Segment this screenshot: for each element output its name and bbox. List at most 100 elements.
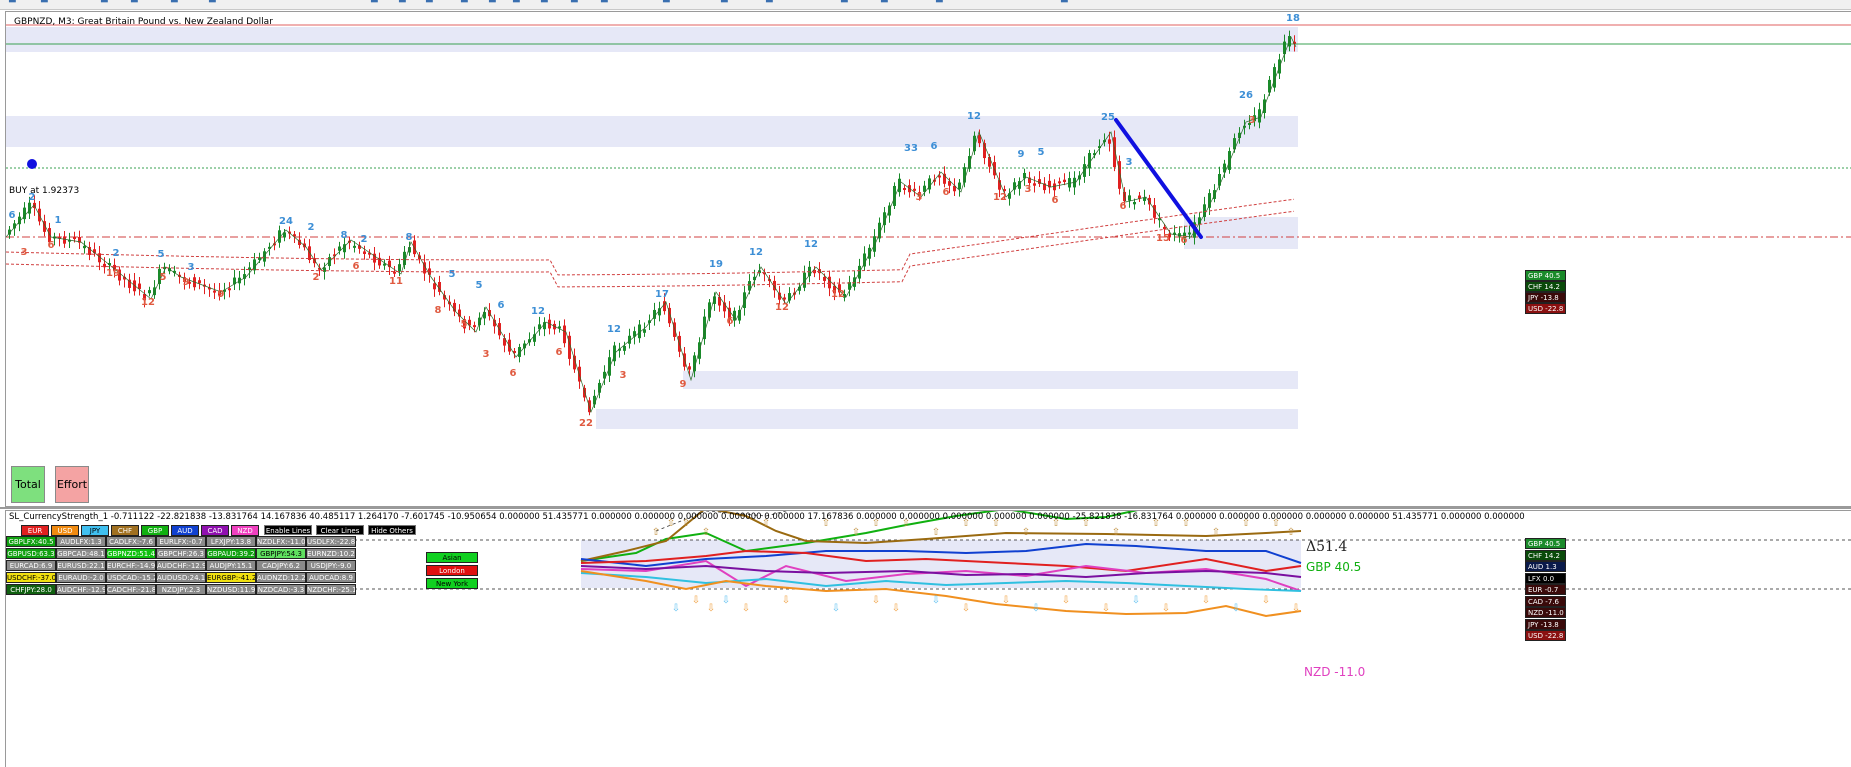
candle-body xyxy=(543,322,546,330)
pair-strength-cell[interactable]: AUDCHF:-12.9 xyxy=(156,560,206,571)
pair-strength-cell[interactable]: USDCAD:-15.2 xyxy=(106,572,156,583)
pair-strength-cell[interactable]: EURCHF:-14.9 xyxy=(106,560,156,571)
pair-strength-cell[interactable]: AUDCAD:8.9 xyxy=(306,572,356,583)
pair-strength-cell[interactable]: USDCHF:-37.0 xyxy=(6,572,56,583)
pair-strength-cell[interactable]: GBPCAD:48.1 xyxy=(56,548,106,559)
bear-candle xyxy=(688,362,691,376)
pair-strength-cell[interactable]: GBPAUD:39.2 xyxy=(206,548,256,559)
toolbar-icon[interactable]: ▬ xyxy=(8,0,17,6)
bear-candle xyxy=(363,245,366,260)
bull-candle xyxy=(973,131,976,155)
session-new-york-button[interactable]: New York xyxy=(426,578,478,589)
currency-strength-panel[interactable]: ⇧ ⇧ ⇧ ⇧ ⇧ ⇧ ⇧ ⇧ ⇧ ⇧ ⇧ ⇧ ⇧ ⇧ ⇧ ⇧ ⇧ ⇧ ⇧ ⇧ ⇧ ⇧ ⇩ ⇩ ⇩ ⇩ ⇩ ⇩ ⇩ ⇩ ⇩ ⇩ ⇩ ⇩ ⇩ ⇩ ⇩ ⇩ ⇩ ⇩… xyxy=(5,510,1851,767)
bear-candle xyxy=(318,263,321,276)
toolbar-icon[interactable]: ▬ xyxy=(540,0,549,6)
pair-strength-cell[interactable]: NZDCHF:-25.1 xyxy=(306,584,356,595)
main-price-chart[interactable]: 6 2 1 2 5 3 24 2 8 2 8 5 5 6 12 12 17 19 12 12 33 6 12 9 5 25 3 26 3… xyxy=(5,11,1851,507)
wave-label-up: 12 xyxy=(749,247,763,258)
pair-strength-cell[interactable]: CHFJPY:28.0 xyxy=(6,584,56,595)
pair-strength-cell[interactable]: EURLFX:-0.7 xyxy=(156,536,206,547)
bear-candle xyxy=(513,347,516,359)
session-asian-button[interactable]: Asian xyxy=(426,552,478,563)
candle-body xyxy=(1128,195,1131,201)
currency-toggle-nzd[interactable]: NZD xyxy=(231,525,259,536)
enable-lines-button[interactable]: Enable Lines xyxy=(264,525,312,535)
pair-strength-cell[interactable]: AUDJPY:15.1 xyxy=(206,560,256,571)
toolbar-icon[interactable]: ▬ xyxy=(600,0,609,6)
toolbar-icon[interactable]: ▬ xyxy=(425,0,434,6)
down-arrow-icon: ⇩ xyxy=(832,603,840,614)
toolbar-icon[interactable]: ▬ xyxy=(398,0,407,6)
pair-strength-cell[interactable]: LFXJPY:13.8 xyxy=(206,536,256,547)
pair-strength-cell[interactable]: GBPCHF:26.3 xyxy=(156,548,206,559)
currency-toggle-jpy[interactable]: JPY xyxy=(81,525,109,536)
pair-strength-cell[interactable]: NZDUSD:11.9 xyxy=(206,584,256,595)
currency-toggle-aud[interactable]: AUD xyxy=(171,525,199,536)
pair-strength-cell[interactable]: EURNZD:10.2 xyxy=(306,548,356,559)
currency-toggle-eur[interactable]: EUR xyxy=(21,525,49,536)
toolbar-icon[interactable]: ▬ xyxy=(720,0,729,6)
down-arrow-icon: ⇩ xyxy=(707,603,715,614)
toolbar-icon[interactable]: ▬ xyxy=(840,0,849,6)
hide-others-button[interactable]: Hide Others xyxy=(368,525,416,535)
panel-separator[interactable] xyxy=(0,507,1851,509)
currency-toggle-usd[interactable]: USD xyxy=(51,525,79,536)
aud-line xyxy=(580,542,1302,568)
toolbar-icon[interactable]: ▬ xyxy=(1060,0,1069,6)
pair-strength-cell[interactable]: AUDNZD:12.2 xyxy=(256,572,306,583)
toolbar-icon[interactable]: ▬ xyxy=(40,0,49,6)
pair-strength-cell[interactable]: USDLFX:-22.8 xyxy=(306,536,356,547)
toolbar-icon[interactable]: ▬ xyxy=(170,0,179,6)
pair-strength-cell[interactable]: EURGBP:-41.2 xyxy=(206,572,256,583)
toolbar-icon[interactable]: ▬ xyxy=(512,0,521,6)
toolbar-icon[interactable]: ▬ xyxy=(765,0,774,6)
candle-body xyxy=(643,329,646,333)
pair-strength-cell[interactable]: CADLFX:-7.6 xyxy=(106,536,156,547)
candle-body xyxy=(783,297,786,300)
toolbar-icon[interactable]: ▬ xyxy=(935,0,944,6)
bear-candle xyxy=(818,262,821,280)
toolbar-icon[interactable]: ▬ xyxy=(880,0,889,6)
pair-strength-cell[interactable]: GBPUSD:63.3 xyxy=(6,548,56,559)
candle-body xyxy=(998,180,1001,190)
pair-strength-cell[interactable]: AUDCHF:-12.9 xyxy=(56,584,106,595)
toolbar-icon[interactable]: ▬ xyxy=(370,0,379,6)
pair-strength-cell[interactable]: CADJPY:6.2 xyxy=(256,560,306,571)
toolbar-icon[interactable]: ▬ xyxy=(570,0,579,6)
candle-body xyxy=(408,247,411,253)
pair-strength-cell[interactable]: NZDLFX:-11.0 xyxy=(256,536,306,547)
pair-strength-cell[interactable]: AUDUSD:24.1 xyxy=(156,572,206,583)
currency-toggle-cad[interactable]: CAD xyxy=(201,525,229,536)
pair-strength-cell[interactable]: EURAUD:-2.0 xyxy=(56,572,106,583)
bull-candle xyxy=(1258,102,1261,129)
toolbar-icon[interactable]: ▬ xyxy=(460,0,469,6)
candle-body xyxy=(283,232,286,238)
currency-toggle-chf[interactable]: CHF xyxy=(111,525,139,536)
supply-demand-zone xyxy=(6,116,1298,147)
pair-strength-cell[interactable]: EURUSD:22.1 xyxy=(56,560,106,571)
total-button[interactable]: Total xyxy=(11,466,45,503)
toolbar-icon[interactable]: ▬ xyxy=(100,0,109,6)
up-arrow-icon: ⇧ xyxy=(1212,527,1220,538)
effort-button[interactable]: Effort xyxy=(55,466,89,503)
toolbar-icon[interactable]: ▬ xyxy=(130,0,139,6)
pair-strength-cell[interactable]: GBPLFX:40.5 xyxy=(6,536,56,547)
toolbar-icon[interactable]: ▬ xyxy=(662,0,671,6)
pair-strength-cell[interactable]: GBPNZD:51.4 xyxy=(106,548,156,559)
pair-strength-cell[interactable]: USDJPY:-9.0 xyxy=(306,560,356,571)
session-london-button[interactable]: London xyxy=(426,565,478,576)
bear-candle xyxy=(903,184,906,195)
toolbar-icon[interactable]: ▬ xyxy=(488,0,497,6)
clear-lines-button[interactable]: Clear Lines xyxy=(316,525,364,535)
pair-strength-cell[interactable]: EURCAD:6.9 xyxy=(6,560,56,571)
pair-strength-cell[interactable]: NZDJPY:2.3 xyxy=(156,584,206,595)
pair-strength-cell[interactable]: AUDLFX:1.3 xyxy=(56,536,106,547)
bull-candle xyxy=(873,229,876,257)
pair-strength-cell[interactable]: GBPJPY:54.3 xyxy=(256,548,306,559)
pair-strength-cell[interactable]: NZDCAD:-3.3 xyxy=(256,584,306,595)
bear-candle xyxy=(43,214,46,237)
down-arrow-icon: ⇩ xyxy=(692,595,700,606)
currency-toggle-gbp[interactable]: GBP xyxy=(141,525,169,536)
toolbar-icon[interactable]: ▬ xyxy=(208,0,217,6)
pair-strength-cell[interactable]: CADCHF:-21.8 xyxy=(106,584,156,595)
